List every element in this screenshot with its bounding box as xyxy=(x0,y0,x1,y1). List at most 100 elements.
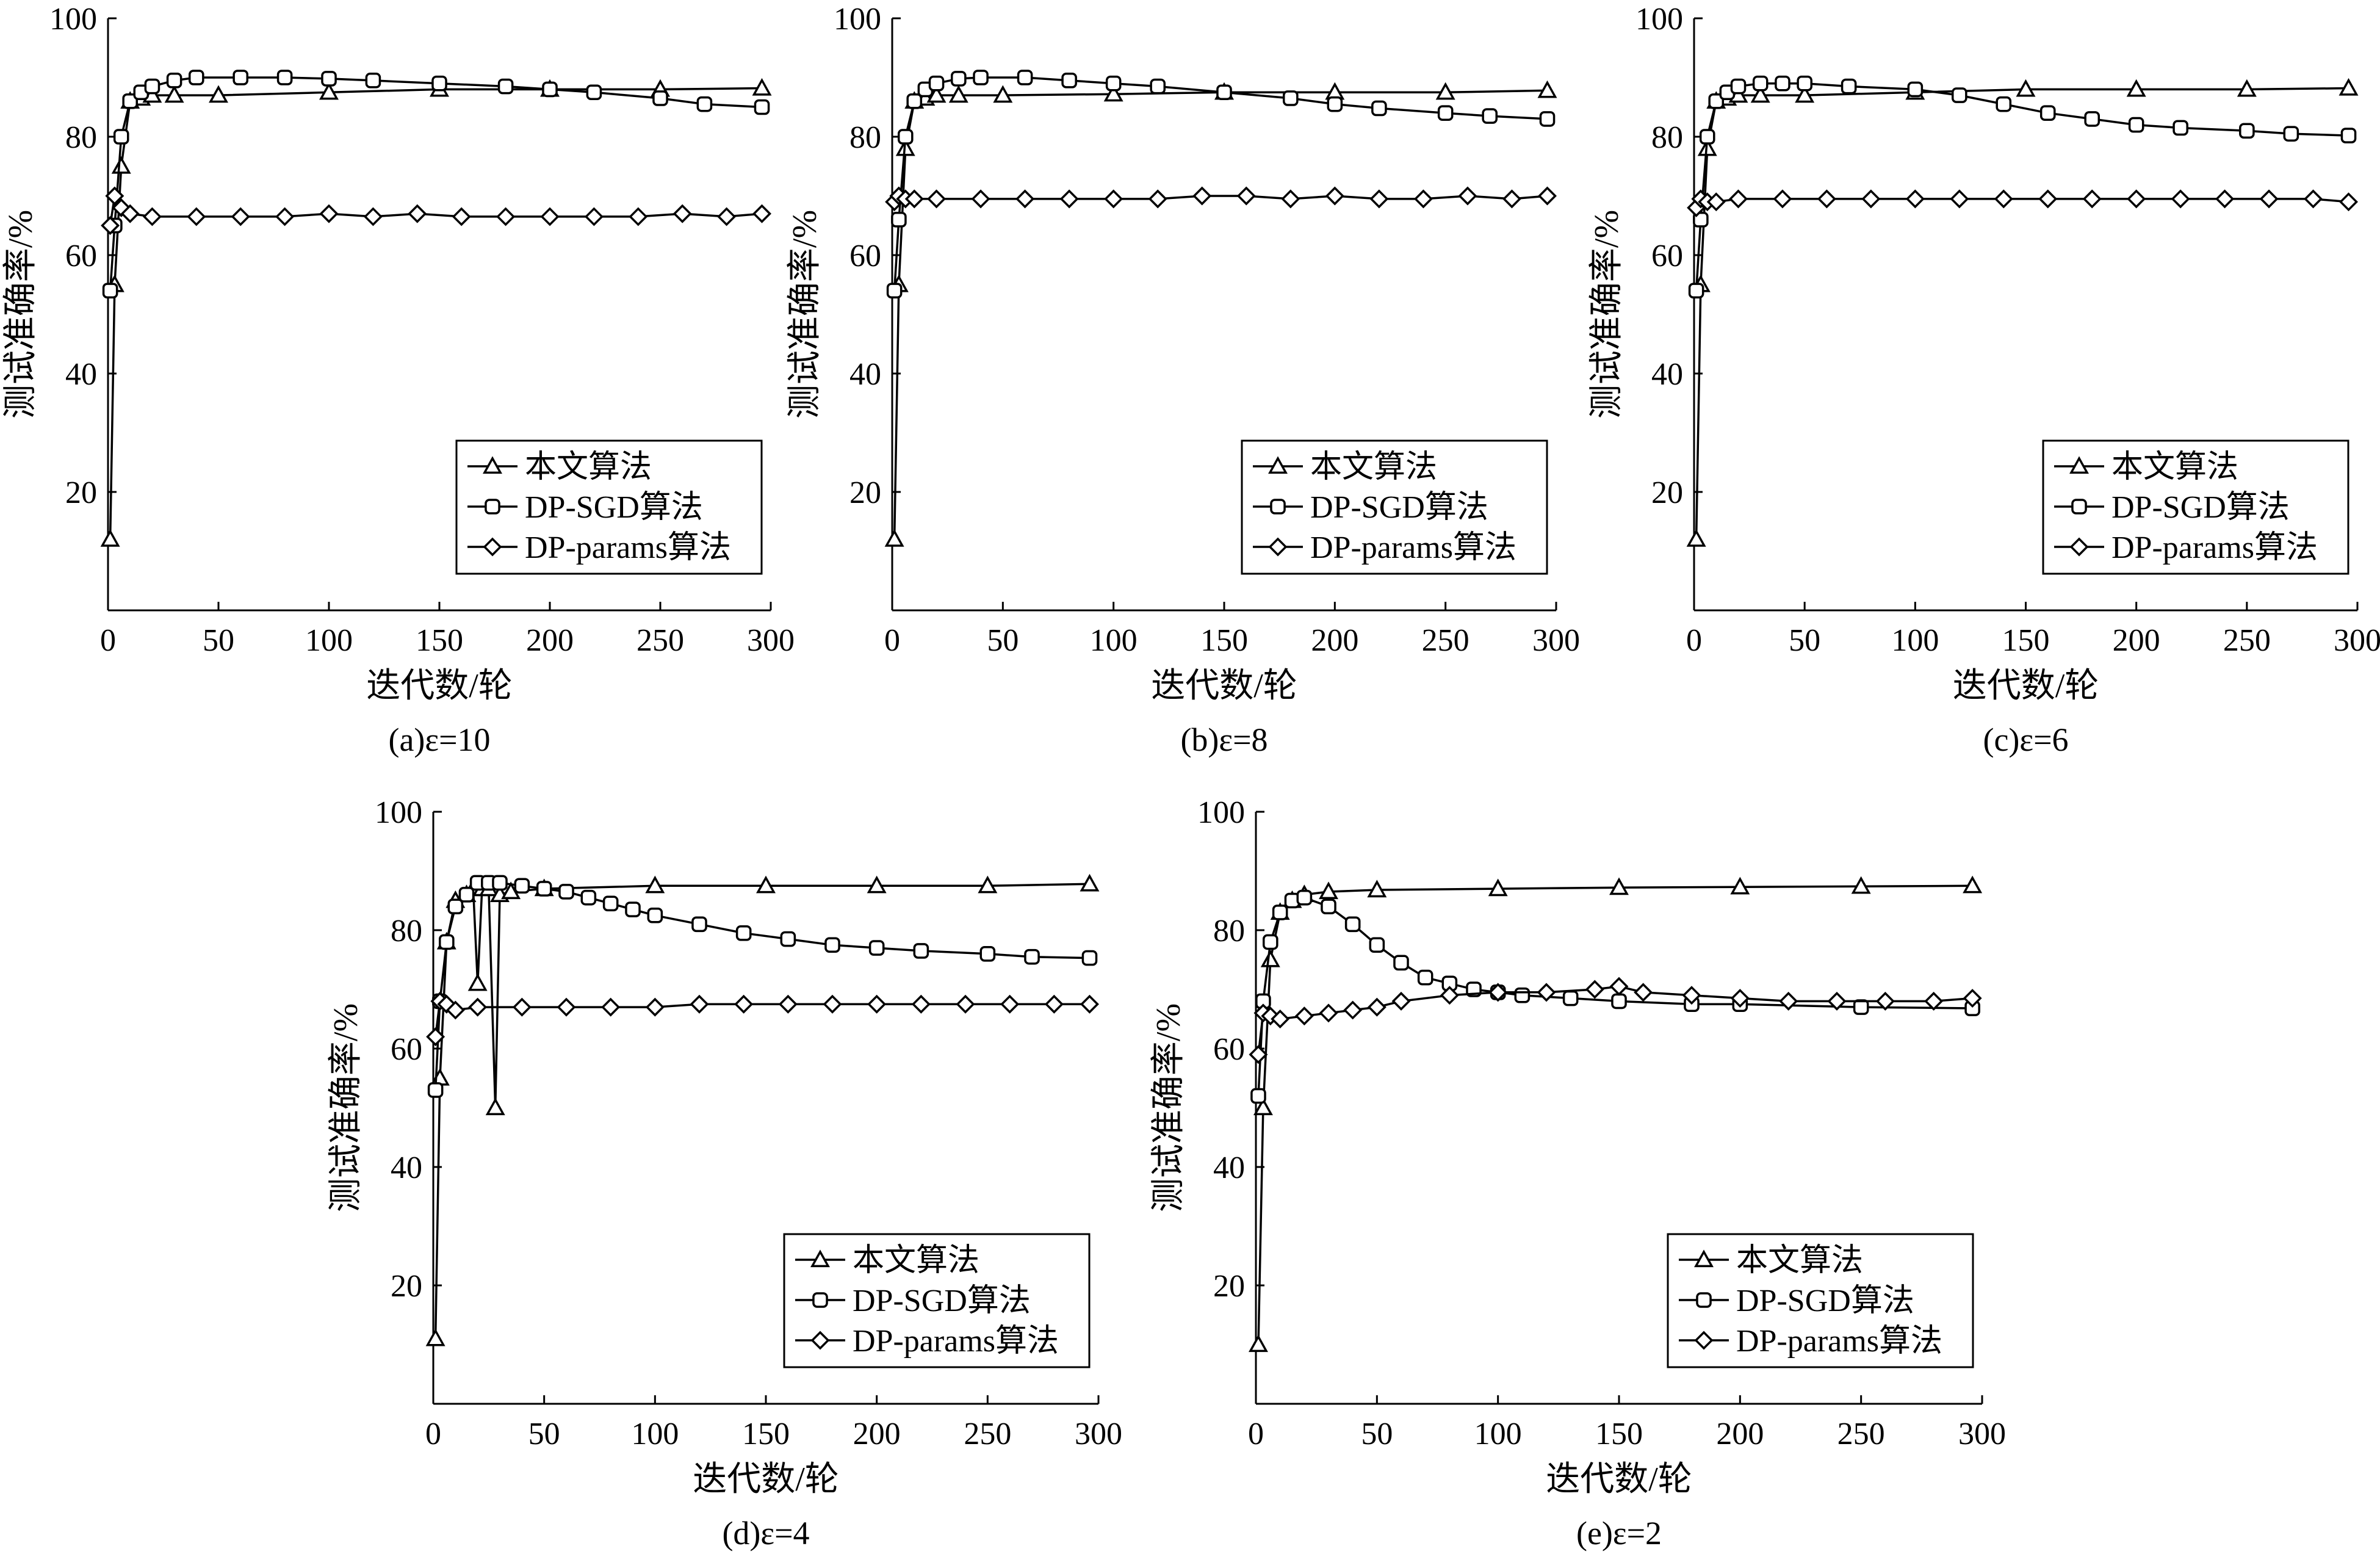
data-point xyxy=(780,931,796,947)
data-point xyxy=(1367,997,1387,1017)
series-diamond xyxy=(101,186,771,235)
x-tick-label: 250 xyxy=(1837,1417,1885,1451)
data-point xyxy=(1015,189,1035,209)
data-point xyxy=(756,875,776,894)
data-point xyxy=(1706,192,1726,212)
y-axis-label: 测试准确率/% xyxy=(1150,1003,1188,1212)
data-point xyxy=(1611,993,1627,1010)
data-point xyxy=(629,207,648,226)
y-tick-label: 20 xyxy=(1651,475,1683,510)
data-point xyxy=(275,207,295,226)
data-point xyxy=(445,1000,465,1020)
x-tick-label: 100 xyxy=(631,1417,679,1451)
data-point xyxy=(1148,189,1167,209)
data-point xyxy=(120,204,140,223)
data-point xyxy=(1024,948,1040,965)
data-point xyxy=(426,1027,445,1047)
y-tick-label: 100 xyxy=(1197,795,1245,830)
data-point xyxy=(1367,880,1387,898)
data-point xyxy=(1699,129,1715,145)
data-point xyxy=(1539,111,1556,127)
data-point xyxy=(2039,105,2056,121)
series-square xyxy=(427,875,1098,1098)
data-point xyxy=(2128,117,2144,133)
x-tick-label: 100 xyxy=(1474,1417,1522,1451)
data-point xyxy=(1502,189,1521,209)
legend: 本文算法 DP-SGD算法 DP-params算法 xyxy=(2042,439,2349,575)
panel-caption: (e)ε=2 xyxy=(1576,1515,1662,1552)
data-point xyxy=(492,875,508,891)
data-point xyxy=(1319,881,1338,900)
data-point xyxy=(645,875,665,894)
data-point xyxy=(886,283,903,298)
data-point xyxy=(1413,189,1433,209)
data-point xyxy=(1730,876,1750,895)
y-tick-label: 20 xyxy=(65,475,97,510)
data-point xyxy=(319,82,339,100)
data-point xyxy=(1081,950,1098,966)
data-point xyxy=(913,943,929,959)
legend-label: DP-params算法 xyxy=(1736,1324,1942,1359)
data-point xyxy=(1950,189,1969,209)
x-tick-label: 150 xyxy=(742,1417,790,1451)
data-point xyxy=(425,1328,445,1346)
legend-marker xyxy=(483,456,502,474)
x-tick-label: 150 xyxy=(1200,623,1248,658)
data-point xyxy=(1907,81,1924,98)
data-point xyxy=(2016,79,2036,97)
data-point xyxy=(1851,876,1871,894)
data-point xyxy=(458,887,475,903)
data-point xyxy=(1105,75,1122,92)
data-point xyxy=(868,940,885,956)
series-square xyxy=(102,70,770,298)
data-point xyxy=(1150,78,1166,95)
data-point xyxy=(752,78,772,96)
data-point xyxy=(1708,93,1725,109)
series-diamond xyxy=(885,186,1557,212)
data-point xyxy=(408,204,427,223)
x-tick-label: 200 xyxy=(526,623,574,658)
data-point xyxy=(231,207,250,226)
data-point xyxy=(105,186,124,206)
data-point xyxy=(1369,189,1389,209)
legend-marker xyxy=(1268,537,1288,557)
legend-marker xyxy=(2069,456,2089,474)
legend: 本文算法 DP-SGD算法 DP-params算法 xyxy=(455,439,763,575)
series-line xyxy=(109,76,762,291)
y-tick-label: 40 xyxy=(1213,1151,1245,1185)
x-tick-label: 300 xyxy=(747,623,795,658)
y-tick-label: 100 xyxy=(834,2,881,37)
data-point xyxy=(1044,994,1064,1014)
data-point xyxy=(1538,186,1557,206)
chart-panel-3: 0 50 100 150 200 250 300 20 40 60 80 100 测试准确率/% 迭代数/… xyxy=(1588,2,2380,758)
data-point xyxy=(1371,100,1387,117)
legend-label: DP-SGD算法 xyxy=(853,1284,1031,1318)
legend-marker xyxy=(1694,1249,1714,1268)
data-point xyxy=(1271,1010,1290,1028)
data-point xyxy=(1775,75,1790,92)
data-point xyxy=(542,81,558,98)
panel-caption: (a)ε=10 xyxy=(388,721,490,758)
chart-panel-2: 0 50 100 150 200 250 300 20 40 60 80 100 测试准确率/% 迭代数/… xyxy=(786,2,1580,758)
data-point xyxy=(586,84,602,101)
data-point xyxy=(948,85,968,103)
legend-marker xyxy=(1696,1292,1712,1308)
data-point xyxy=(1263,934,1278,950)
data-point xyxy=(1325,186,1344,206)
data-point xyxy=(867,875,887,894)
data-point xyxy=(1391,991,1411,1011)
data-point xyxy=(1728,189,1748,209)
x-tick-label: 0 xyxy=(425,1417,441,1451)
data-point xyxy=(1562,990,1579,1006)
legend-label: 本文算法 xyxy=(525,450,652,485)
data-point xyxy=(536,881,552,897)
data-point xyxy=(1369,937,1385,953)
y-tick-label: 40 xyxy=(65,357,97,392)
data-point xyxy=(1294,1006,1314,1026)
x-tick-label: 0 xyxy=(100,623,116,658)
data-point xyxy=(557,997,576,1017)
data-point xyxy=(993,85,1013,103)
data-point xyxy=(1080,873,1100,892)
data-point xyxy=(1393,955,1409,971)
data-point xyxy=(625,901,641,917)
